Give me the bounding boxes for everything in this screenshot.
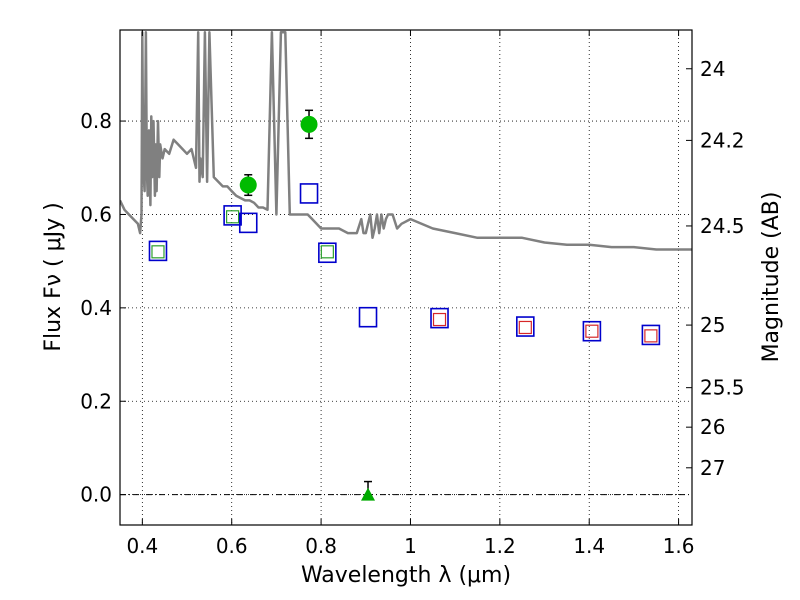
model-point xyxy=(320,245,334,259)
model-point xyxy=(585,324,599,338)
x-tick-label: 1.2 xyxy=(484,534,516,558)
y-tick-label: 0.2 xyxy=(80,389,112,413)
series-model-photometry-nir- xyxy=(432,312,658,343)
filter-point xyxy=(430,307,449,329)
series-model-photometry-filters- xyxy=(148,183,661,346)
magnitude-tick-label: 25.5 xyxy=(700,376,745,400)
filter-point xyxy=(148,240,168,262)
plot-area xyxy=(120,31,692,501)
filter-point xyxy=(358,306,378,328)
filter-point xyxy=(238,212,258,234)
x-tick-label: 0.8 xyxy=(305,534,337,558)
detection-point xyxy=(239,176,257,194)
y-axis-flux: 0.0 0.2 0.4 0.6 0.8 xyxy=(80,109,126,507)
filter-point xyxy=(318,242,337,264)
magnitude-tick-label: 27 xyxy=(700,456,725,480)
x-axis: 0.4 0.6 0.8 1 1.2 1.4 1.6 xyxy=(126,30,695,558)
y-axis-title: Flux Fν ( μJy ) xyxy=(41,202,66,351)
filter-point xyxy=(223,205,242,226)
y-tick-label: 0.4 xyxy=(80,296,112,320)
magnitude-tick-label: 24.5 xyxy=(700,214,745,238)
magnitude-tick-label: 25 xyxy=(700,313,725,337)
plot-frame xyxy=(119,29,693,526)
grid-lines xyxy=(120,30,692,525)
x-tick-label: 0.4 xyxy=(126,534,158,558)
series-observed-detections xyxy=(239,109,318,197)
upper-limit-point xyxy=(361,487,376,501)
y-tick-label: 0.8 xyxy=(80,109,112,133)
model-point xyxy=(226,210,240,224)
model-point xyxy=(644,329,658,343)
x-tick-label: 1.4 xyxy=(573,534,605,558)
magnitude-tick-label: 24 xyxy=(700,57,725,81)
y-tick-label: 0.0 xyxy=(80,483,112,507)
spectrum-line xyxy=(120,31,692,251)
x-tick-label: 0.6 xyxy=(216,534,248,558)
x-tick-label: 1.6 xyxy=(663,534,695,558)
y2-axis-title: Magnitude (AB) xyxy=(759,192,784,363)
series-model-spectrum xyxy=(120,31,692,251)
series-model-photometry xyxy=(151,210,334,259)
filter-point xyxy=(641,324,661,346)
x-axis-title: Wavelength λ (μm) xyxy=(301,563,511,588)
filter-point xyxy=(299,183,319,204)
filter-point xyxy=(582,320,602,342)
detection-point xyxy=(300,115,318,133)
y-tick-label: 0.6 xyxy=(80,202,112,226)
plot-content xyxy=(120,31,692,501)
series-upper-limit xyxy=(361,480,376,501)
magnitude-tick-label: 24.2 xyxy=(700,128,745,152)
filter-point xyxy=(516,316,535,337)
model-point xyxy=(151,245,165,259)
magnitude-tick-label: 26 xyxy=(700,415,725,439)
x-tick-label: 1 xyxy=(404,534,417,558)
model-point xyxy=(518,320,532,335)
y-axis-magnitude: 24 24.2 24.5 25 25.5 26 27 xyxy=(686,57,745,480)
model-point xyxy=(432,312,447,327)
